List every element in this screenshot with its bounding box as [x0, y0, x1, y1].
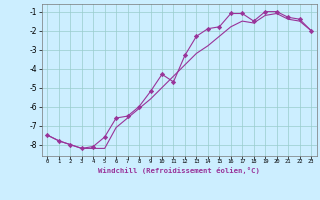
X-axis label: Windchill (Refroidissement éolien,°C): Windchill (Refroidissement éolien,°C): [98, 167, 260, 174]
